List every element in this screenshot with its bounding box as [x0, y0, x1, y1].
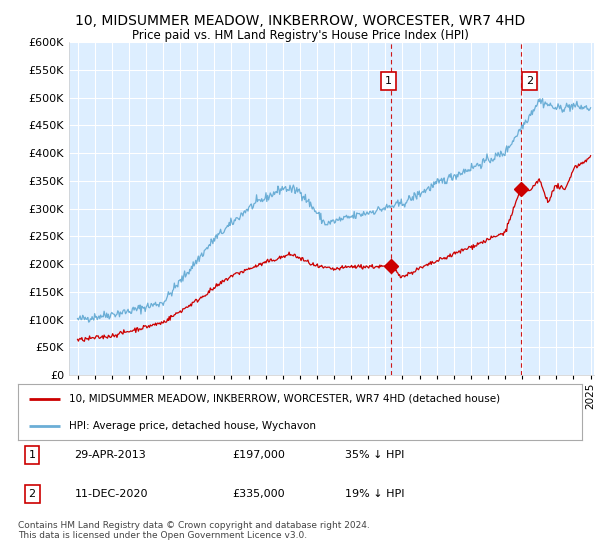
Text: 1: 1	[385, 76, 392, 86]
Text: 11-DEC-2020: 11-DEC-2020	[74, 489, 148, 499]
Text: £197,000: £197,000	[232, 450, 285, 460]
Text: 10, MIDSUMMER MEADOW, INKBERROW, WORCESTER, WR7 4HD: 10, MIDSUMMER MEADOW, INKBERROW, WORCEST…	[75, 14, 525, 28]
Text: 19% ↓ HPI: 19% ↓ HPI	[345, 489, 404, 499]
Text: 2: 2	[29, 489, 35, 499]
Text: 35% ↓ HPI: 35% ↓ HPI	[345, 450, 404, 460]
Text: 1: 1	[29, 450, 35, 460]
Text: Contains HM Land Registry data © Crown copyright and database right 2024.
This d: Contains HM Land Registry data © Crown c…	[18, 521, 370, 540]
Text: 2: 2	[526, 76, 533, 86]
Text: HPI: Average price, detached house, Wychavon: HPI: Average price, detached house, Wych…	[69, 421, 316, 431]
Text: 29-APR-2013: 29-APR-2013	[74, 450, 146, 460]
Text: 10, MIDSUMMER MEADOW, INKBERROW, WORCESTER, WR7 4HD (detached house): 10, MIDSUMMER MEADOW, INKBERROW, WORCEST…	[69, 394, 500, 404]
Text: Price paid vs. HM Land Registry's House Price Index (HPI): Price paid vs. HM Land Registry's House …	[131, 29, 469, 42]
Text: £335,000: £335,000	[232, 489, 285, 499]
